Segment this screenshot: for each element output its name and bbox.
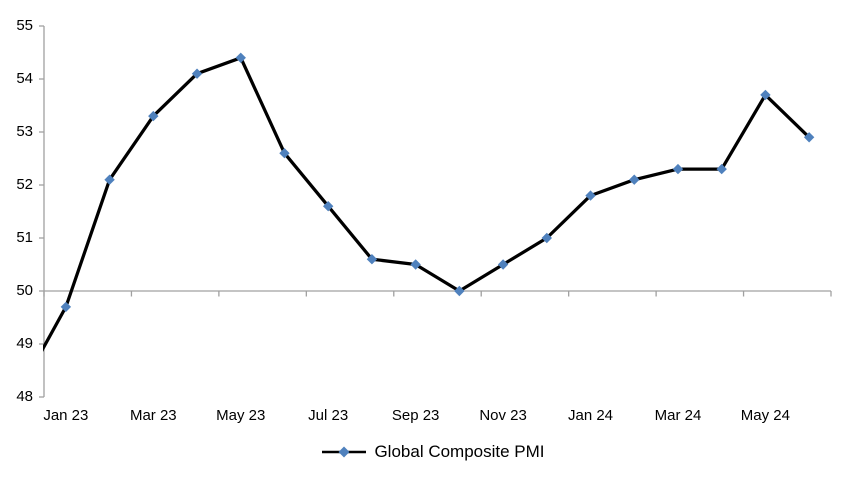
x-axis-tick-label: Jan 24 xyxy=(567,407,614,424)
data-point-marker xyxy=(629,174,640,185)
y-axis-tick-label: 55 xyxy=(16,17,33,34)
y-axis-tick-label: 53 xyxy=(16,123,33,140)
x-axis-tick-label: Mar 23 xyxy=(129,407,177,424)
series-group xyxy=(43,52,815,352)
y-axis-tick-label: 48 xyxy=(16,388,33,405)
data-point-marker xyxy=(322,201,334,212)
x-axis-tick-label: May 23 xyxy=(216,407,266,424)
data-point-marker xyxy=(191,68,203,79)
x-axis-tick-label: Mar 24 xyxy=(654,407,702,424)
x-axis-tick-label: Sep 23 xyxy=(391,407,440,424)
data-point-marker xyxy=(235,52,246,63)
data-point-marker xyxy=(716,163,727,175)
data-point-marker xyxy=(366,254,378,265)
data-point-marker xyxy=(148,110,159,122)
y-axis-tick-label: 52 xyxy=(16,176,33,193)
legend-label: Global Composite PMI xyxy=(374,442,545,461)
x-axis-tick-label: May 24 xyxy=(740,407,790,424)
data-point-marker xyxy=(60,301,72,313)
legend-line-marker-icon xyxy=(322,446,367,458)
data-point-marker xyxy=(760,89,771,101)
data-point-marker xyxy=(541,232,553,244)
y-axis-tick-label: 49 xyxy=(16,335,33,352)
data-point-marker xyxy=(585,190,596,201)
x-axis-tick-label: Jan 23 xyxy=(43,407,89,424)
data-point-marker xyxy=(803,132,815,143)
data-point-marker xyxy=(672,163,684,175)
y-axis-tick-label: 50 xyxy=(16,282,33,299)
legend: Global Composite PMI xyxy=(0,441,852,463)
x-axis-tick-label: Jul 23 xyxy=(308,407,349,424)
data-point-marker xyxy=(410,259,421,270)
data-point-marker xyxy=(497,259,509,270)
series-line xyxy=(43,56,811,352)
y-axis-tick-label: 54 xyxy=(16,70,33,87)
data-point-marker xyxy=(454,285,465,297)
data-point-marker xyxy=(279,148,290,159)
y-axis-tick-label: 51 xyxy=(16,229,33,246)
x-axis-tick-label: Nov 23 xyxy=(479,407,527,424)
data-point-marker xyxy=(104,174,115,185)
